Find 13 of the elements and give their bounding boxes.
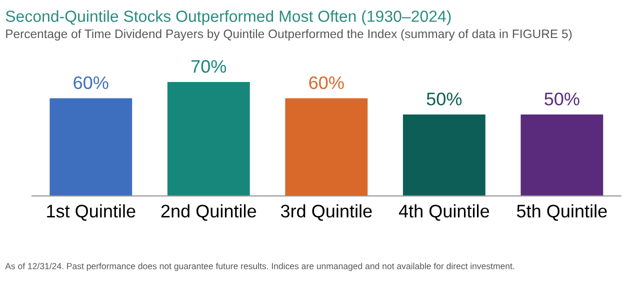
chart-title: Second-Quintile Stocks Outperformed Most Often (1930–2024) (6, 10, 451, 26)
data-label: 50% (544, 92, 580, 106)
x-tick-label: 1st Quintile (47, 204, 136, 221)
x-tick-label: 4th Quintile (398, 204, 490, 221)
data-label: 60% (309, 76, 344, 90)
data-label: 50% (426, 92, 462, 106)
x-tick-label: 5th Quintile (516, 204, 607, 221)
text: As of 12/31/24. Past performance does not guarantee future results. Indices are unmanaged and not available for direct investment. (5, 262, 514, 271)
x-tick-label: 3rd Quintile (280, 204, 372, 221)
data-label: 60% (74, 76, 108, 90)
x-tick-label: 2nd Quintile (161, 204, 256, 221)
data-label: 70% (191, 60, 226, 73)
chart-subtitle: Percentage of Time Dividend Payers by Quintile Outperformed the Index (summary of data in FIGURE 5) (6, 29, 572, 41)
